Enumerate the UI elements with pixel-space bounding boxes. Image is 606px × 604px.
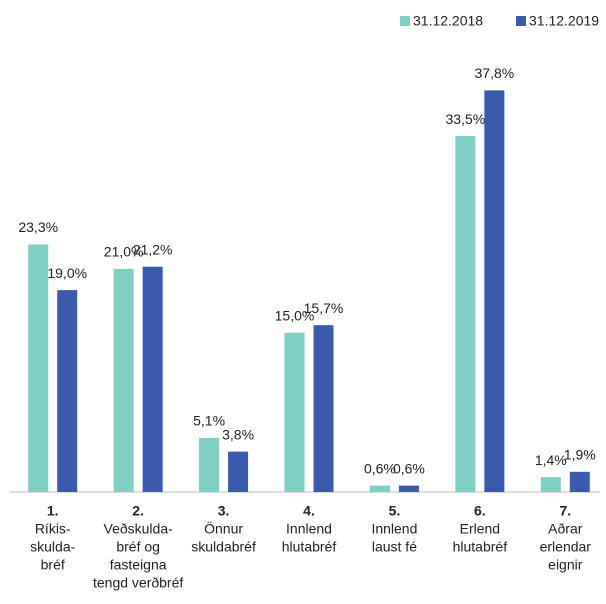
bar xyxy=(455,136,476,492)
category-label: hlutabréf xyxy=(453,539,508,555)
value-label: 15,7% xyxy=(304,300,344,316)
bar xyxy=(569,471,590,492)
value-label: 5,1% xyxy=(193,413,225,429)
category-label: bréf og xyxy=(116,539,160,555)
category-number: 2. xyxy=(132,503,144,519)
value-label: 15,0% xyxy=(275,307,315,323)
category-label: eignir xyxy=(548,557,583,573)
bar xyxy=(199,437,220,492)
bar xyxy=(228,451,249,492)
category-label: laust fé xyxy=(372,539,417,555)
category-label: Erlend xyxy=(460,521,500,537)
category-label: Innlend xyxy=(286,521,332,537)
value-label: 33,5% xyxy=(446,111,486,127)
category-number: 1. xyxy=(47,503,59,519)
category-label: Önnur xyxy=(204,520,243,537)
legend-swatch xyxy=(516,16,526,26)
value-label: 1,4% xyxy=(535,452,567,468)
bar xyxy=(142,266,163,492)
category-number: 5. xyxy=(389,503,401,519)
bar xyxy=(484,90,505,492)
bar xyxy=(369,485,390,492)
value-label: 0,6% xyxy=(393,460,425,476)
category-label: tengd verðbréf xyxy=(93,575,183,591)
legend-label: 31.12.2019 xyxy=(529,13,599,29)
category-number: 6. xyxy=(474,503,486,519)
legend-label: 31.12.2018 xyxy=(413,13,483,29)
category-label: fasteigna xyxy=(110,557,167,573)
category-label: erlendar xyxy=(540,539,592,555)
value-label: 19,0% xyxy=(47,265,87,281)
category-number: 3. xyxy=(218,503,230,519)
legend-swatch xyxy=(400,16,410,26)
value-label: 3,8% xyxy=(222,426,254,442)
category-label: Innlend xyxy=(371,521,417,537)
category-label: Ríkis- xyxy=(35,521,71,537)
value-label: 21,0% xyxy=(104,244,144,260)
value-label: 21,2% xyxy=(133,241,173,257)
bar xyxy=(313,325,334,492)
category-label: skuldabréf xyxy=(191,539,256,555)
category-label: hlutabréf xyxy=(282,539,337,555)
category-number: 4. xyxy=(303,503,315,519)
value-label: 23,3% xyxy=(18,219,58,235)
bar xyxy=(57,290,78,492)
bar xyxy=(398,485,419,492)
category-label: bréf xyxy=(41,557,65,573)
category-label: Aðrar xyxy=(548,521,583,537)
bar xyxy=(113,268,134,492)
category-label: Veðskulda- xyxy=(104,521,174,537)
bar xyxy=(284,332,305,492)
value-label: 1,9% xyxy=(564,447,596,463)
value-label: 0,6% xyxy=(364,460,396,476)
bar xyxy=(540,477,561,492)
bar xyxy=(28,244,49,492)
category-label: skulda- xyxy=(30,539,75,555)
category-number: 7. xyxy=(559,503,571,519)
value-label: 37,8% xyxy=(475,65,515,81)
